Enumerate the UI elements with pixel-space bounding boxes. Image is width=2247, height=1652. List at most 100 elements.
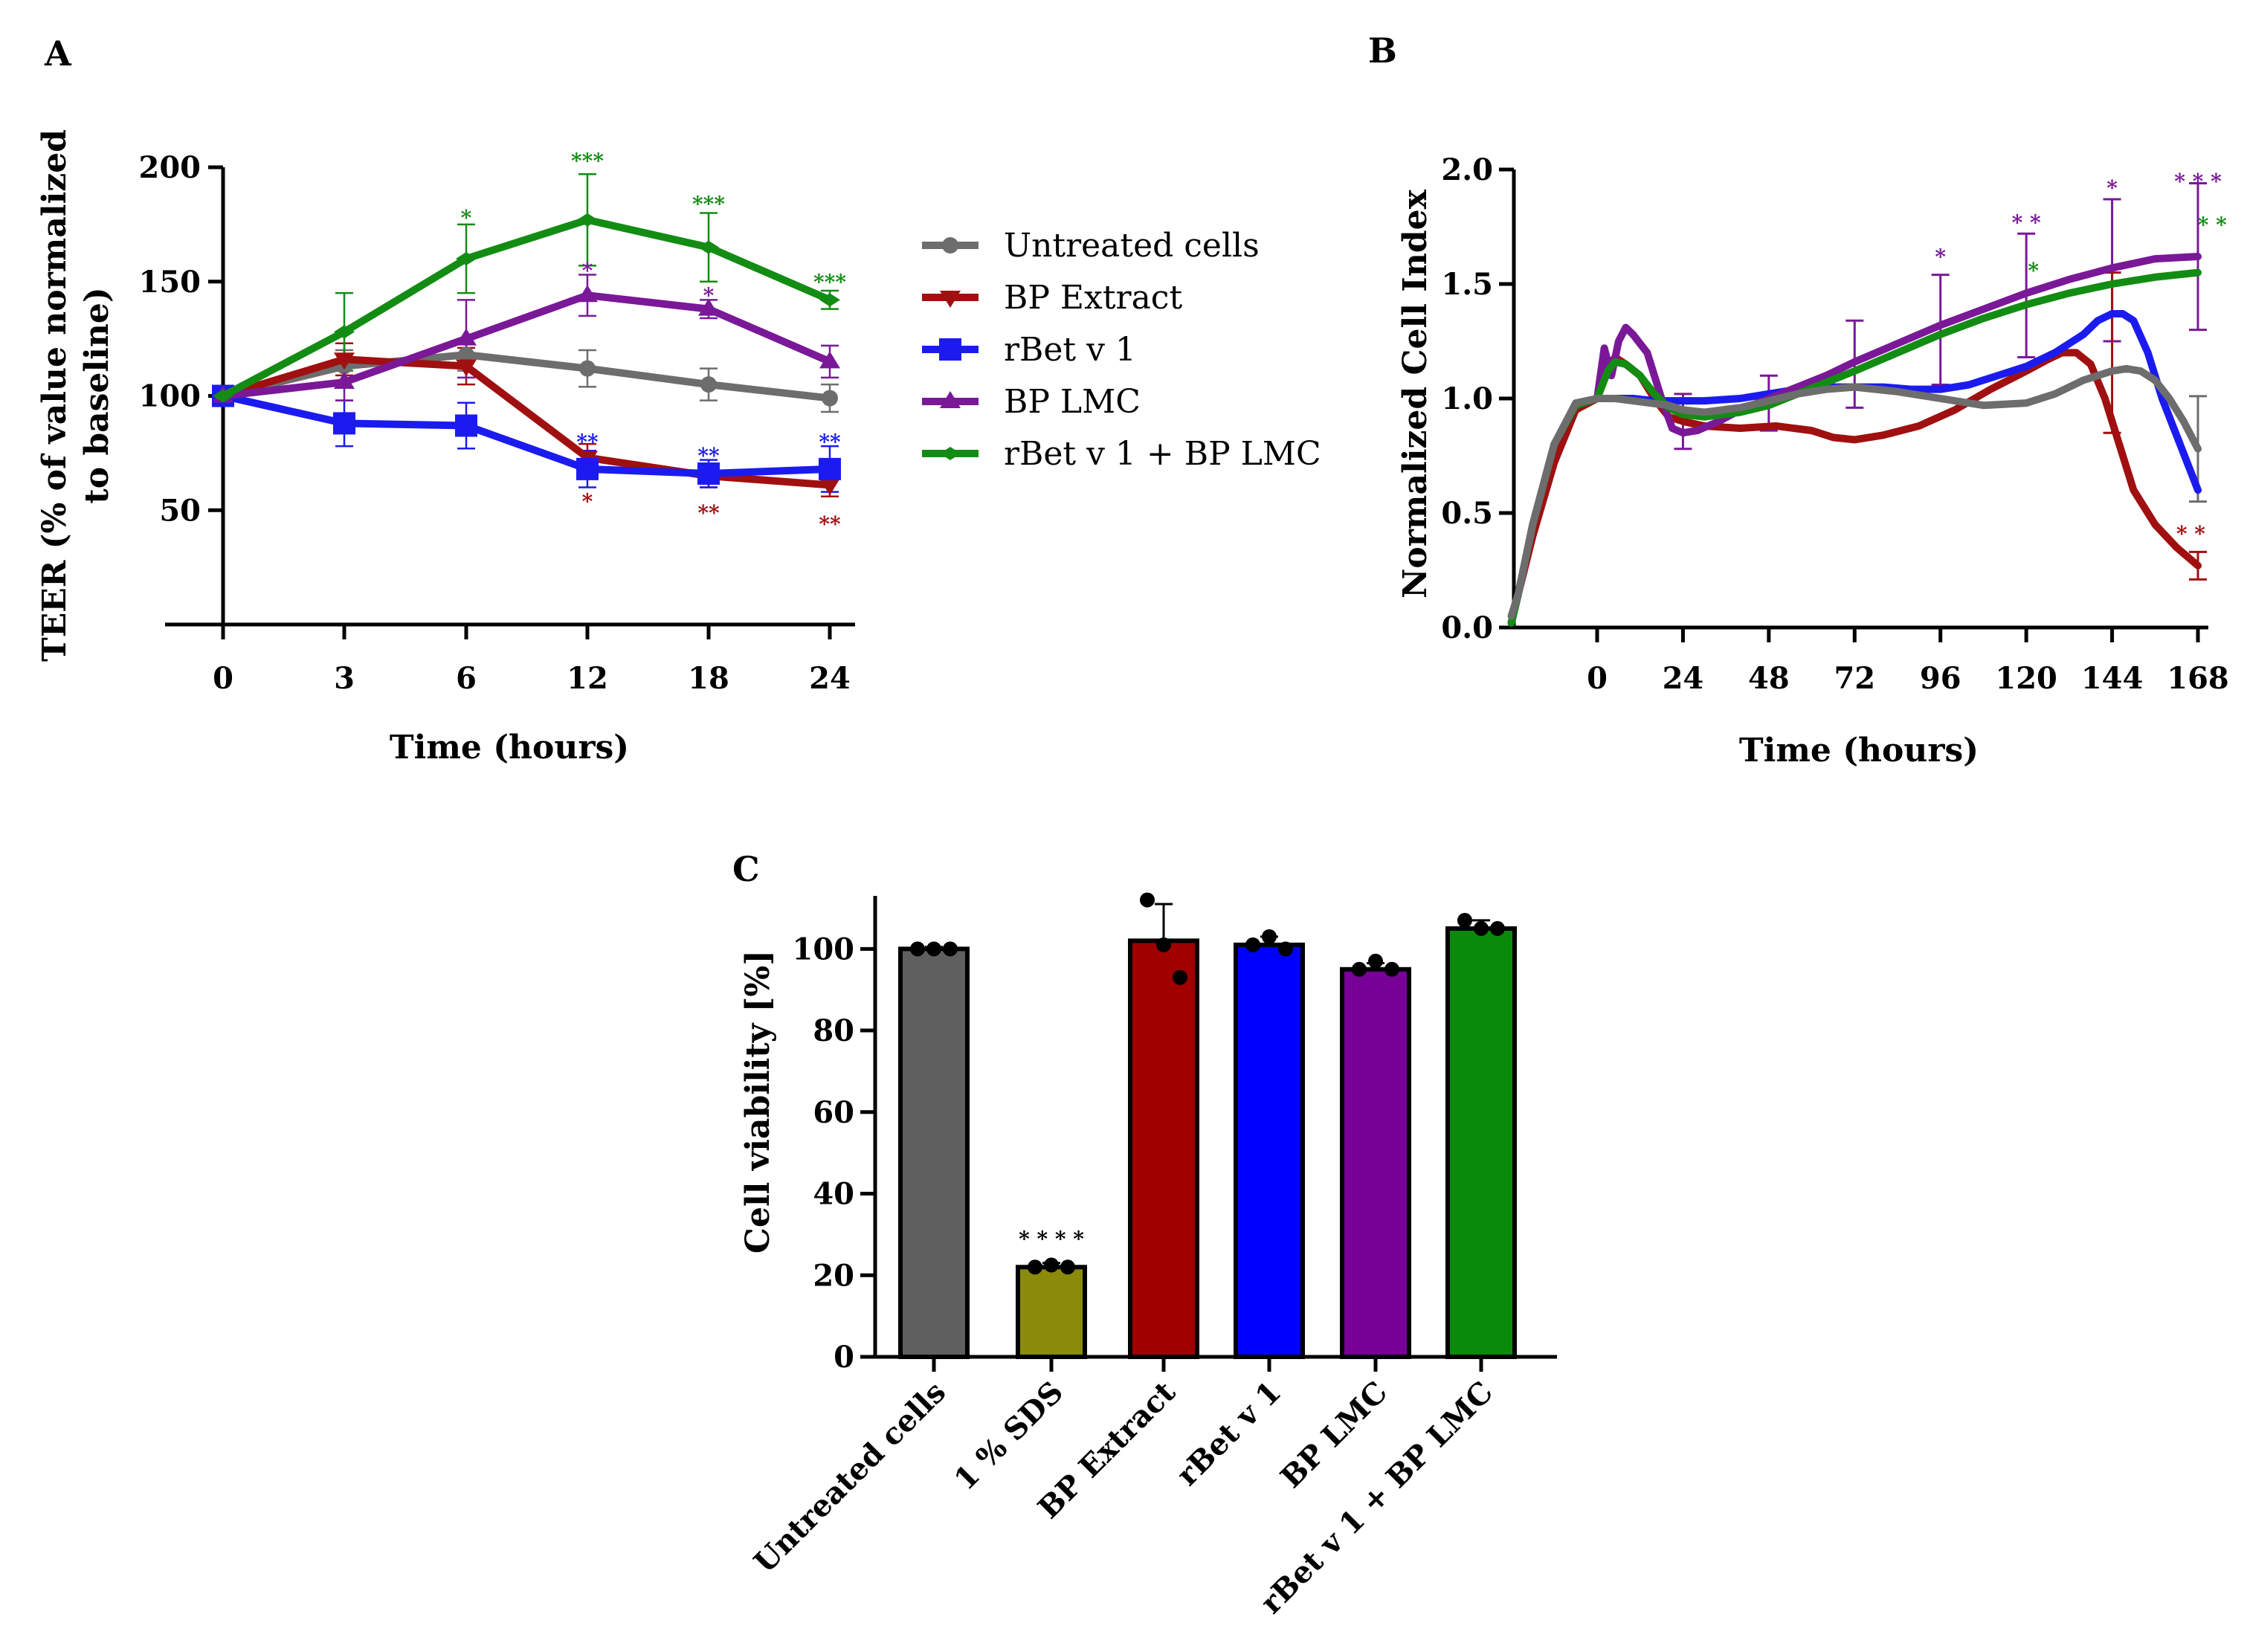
y-axis-title-line-2: to baseline): [78, 287, 116, 503]
series-line: [222, 291, 831, 400]
significance-marker: *: [2028, 259, 2039, 283]
data-point: [822, 390, 838, 407]
y-tick-label: 2.0: [1441, 152, 1493, 187]
legend-marker: [939, 338, 961, 361]
data-point: [455, 414, 477, 437]
significance-marker: *: [582, 258, 593, 283]
significance-marker: * *: [2176, 522, 2205, 546]
x-tick-label: 12: [567, 661, 608, 696]
significance-marker: *: [1935, 245, 1946, 269]
data-point: [1245, 937, 1260, 952]
data-point: [819, 457, 841, 480]
y-tick-label: 50: [159, 493, 201, 528]
data-point: [819, 351, 840, 369]
data-point: [700, 376, 717, 393]
y-axis-title-line-1: TEER (% of value normalized: [36, 129, 74, 662]
data-point: [213, 389, 233, 403]
data-point: [1490, 920, 1505, 936]
y-tick-label: 0.5: [1441, 496, 1493, 531]
panel-c-cell-viability-chart: C 0 20 40 60 80 100 Cell viability [%] Untreated…: [732, 849, 1557, 1621]
data-point: [456, 359, 477, 377]
data-point: [458, 346, 474, 364]
significance-marker: ***: [571, 149, 604, 173]
x-tick-label: 1 % SDS: [947, 1375, 1070, 1497]
bar: [1128, 938, 1199, 1359]
series-line: [221, 216, 831, 399]
significance-marker: *: [582, 489, 593, 514]
y-tick-label: 1.5: [1441, 267, 1493, 302]
data-point: [334, 325, 355, 339]
y-tick-label: 80: [813, 1013, 854, 1048]
data-point: [576, 457, 599, 480]
data-point: [579, 360, 596, 377]
series-line: [222, 392, 831, 478]
data-point: [1044, 1257, 1059, 1273]
data-point: [910, 941, 925, 957]
data-point: [1352, 961, 1367, 977]
y-tick-label: 40: [813, 1177, 854, 1212]
significance-marker: * * * *: [1019, 1227, 1084, 1251]
y-axis-title: Normalized Cell Index: [1396, 189, 1434, 598]
data-point: [698, 298, 719, 316]
bar: [1445, 926, 1517, 1359]
data-point: [333, 412, 355, 435]
series-line: [222, 355, 831, 489]
significance-marker: **: [819, 430, 841, 454]
data-point: [698, 240, 719, 254]
y-tick-label: 200: [139, 150, 202, 185]
x-tick-label: 120: [1995, 661, 2057, 696]
data-point: [1457, 912, 1472, 928]
legend-label: Untreated cells: [1004, 227, 1260, 265]
y-tick-label: 20: [813, 1258, 854, 1293]
y-tick-label: 1.0: [1441, 381, 1493, 416]
data-point: [819, 293, 840, 307]
data-point: [697, 462, 720, 485]
data-point: [456, 252, 477, 265]
panel-a-teer-chart: A 50 100 150 200 0 3 6 12 18 24 Time (hours) TEER (%…: [36, 33, 1321, 767]
x-tick-label: 3: [334, 661, 355, 696]
x-tick-label: Untreated cells: [747, 1375, 952, 1580]
x-tick-label: 144: [2081, 661, 2144, 696]
bar: [1234, 942, 1305, 1359]
significance-marker: **: [819, 512, 841, 537]
data-point: [1156, 937, 1171, 952]
legend-label: BP LMC: [1004, 383, 1141, 421]
data-point: [577, 285, 598, 303]
series-line: [222, 351, 831, 402]
data-point: [1474, 920, 1489, 936]
legend-marker: [940, 291, 961, 308]
bar: [1340, 967, 1411, 1360]
x-tick-label: rBet v 1: [1170, 1375, 1288, 1493]
data-point: [577, 213, 598, 227]
panel-b-cell-index-chart: B 0.0 0.5 1.0 1.5 2.0 0 24 48 72 96 120 144 168 Time (…: [1368, 30, 2229, 769]
significance-marker: *: [703, 283, 715, 308]
legend-marker: [940, 391, 961, 408]
data-point: [456, 328, 477, 346]
legend-marker: [942, 237, 958, 254]
y-tick-label: 100: [793, 932, 855, 967]
x-tick-label: 18: [688, 661, 729, 696]
x-tick-label: 6: [456, 661, 477, 696]
y-tick-label: 150: [139, 265, 202, 300]
legend-marker: [940, 447, 961, 460]
significance-marker: **: [697, 443, 720, 468]
panel-letter-b: B: [1368, 30, 1397, 71]
x-tick-label: 168: [2167, 661, 2229, 696]
data-point: [819, 478, 840, 496]
data-point: [334, 352, 355, 370]
y-tick-label: 0.0: [1441, 610, 1493, 645]
x-axis-title: Time (hours): [390, 729, 629, 767]
data-point: [926, 941, 941, 957]
panel-letter-a: A: [44, 33, 72, 74]
data-point: [1060, 1259, 1075, 1275]
significance-marker: **: [576, 430, 599, 454]
significance-marker: *: [2106, 176, 2118, 201]
data-point: [1028, 1259, 1042, 1275]
x-tick-label: 24: [1663, 661, 1704, 696]
data-point: [1262, 929, 1277, 944]
y-tick-label: 100: [139, 379, 202, 414]
significance-marker: * * *: [2174, 169, 2222, 193]
significance-marker: * *: [2198, 213, 2227, 237]
data-point: [1278, 941, 1293, 957]
